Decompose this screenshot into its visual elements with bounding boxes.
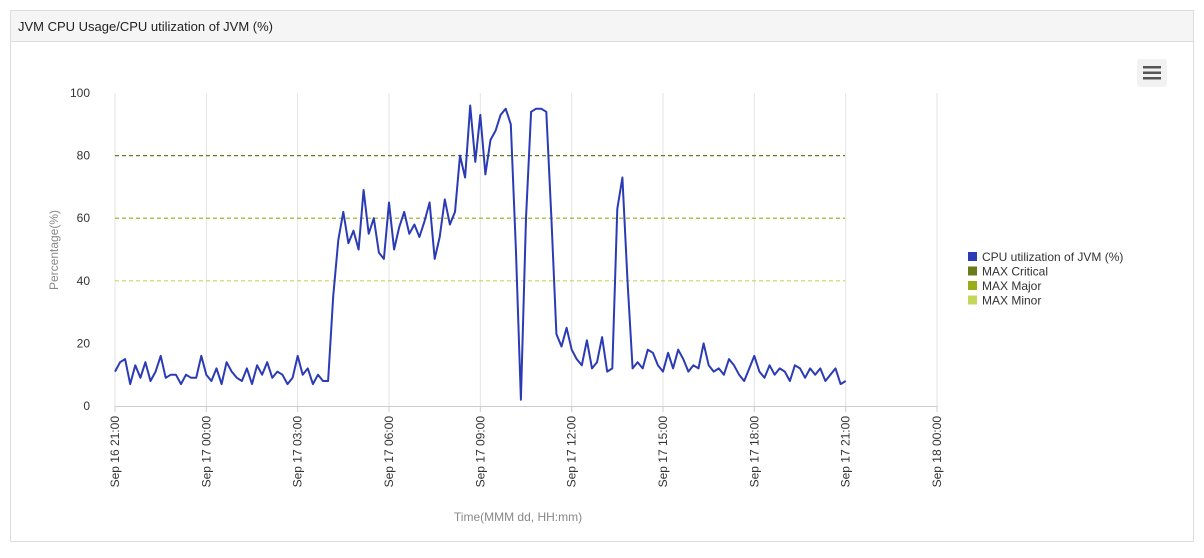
y-tick-label: 0 xyxy=(83,399,90,413)
y-tick-label: 80 xyxy=(77,149,91,163)
menu-bar[interactable] xyxy=(1143,71,1161,75)
legend-swatch xyxy=(968,281,977,290)
x-tick-label: Sep 17 15:00 xyxy=(656,416,670,488)
y-axis-label: Percentage(%) xyxy=(47,210,61,290)
y-tick-label: 20 xyxy=(77,336,91,350)
data-line xyxy=(114,104,847,401)
x-tick-label: Sep 17 03:00 xyxy=(291,416,305,488)
x-tick-label: Sep 17 12:00 xyxy=(565,416,579,488)
x-tick-label: Sep 16 21:00 xyxy=(108,416,122,488)
legend-label: MAX Minor xyxy=(982,294,1041,308)
legend-swatch xyxy=(968,295,977,305)
legend-label: CPU utilization of JVM (%) xyxy=(982,250,1123,264)
menu-bar[interactable] xyxy=(1143,77,1161,80)
y-tick-label: 40 xyxy=(77,274,91,288)
x-tick-label: Sep 17 06:00 xyxy=(382,416,396,488)
legend-label: MAX Critical xyxy=(982,265,1048,279)
x-tick-label: Sep 17 00:00 xyxy=(199,416,213,488)
menu-bar[interactable] xyxy=(1143,66,1161,69)
x-tick-label: Sep 17 09:00 xyxy=(473,416,487,488)
panel xyxy=(10,10,1194,542)
x-tick-label: Sep 17 18:00 xyxy=(747,416,761,488)
x-axis-label: Time(MMM dd, HH:mm) xyxy=(454,510,582,524)
y-tick-label: 100 xyxy=(70,86,90,100)
panel-header xyxy=(11,11,1193,41)
x-tick-label: Sep 18 00:00 xyxy=(930,416,944,488)
y-tick-label: 60 xyxy=(77,211,91,225)
menu-button[interactable] xyxy=(1137,59,1167,87)
x-tick-label: Sep 17 21:00 xyxy=(839,416,853,488)
legend-swatch xyxy=(968,266,977,276)
legend-label: MAX Major xyxy=(982,279,1041,293)
chart-title: JVM CPU Usage/CPU utilization of JVM (%) xyxy=(18,19,273,34)
legend-swatch xyxy=(968,252,977,261)
